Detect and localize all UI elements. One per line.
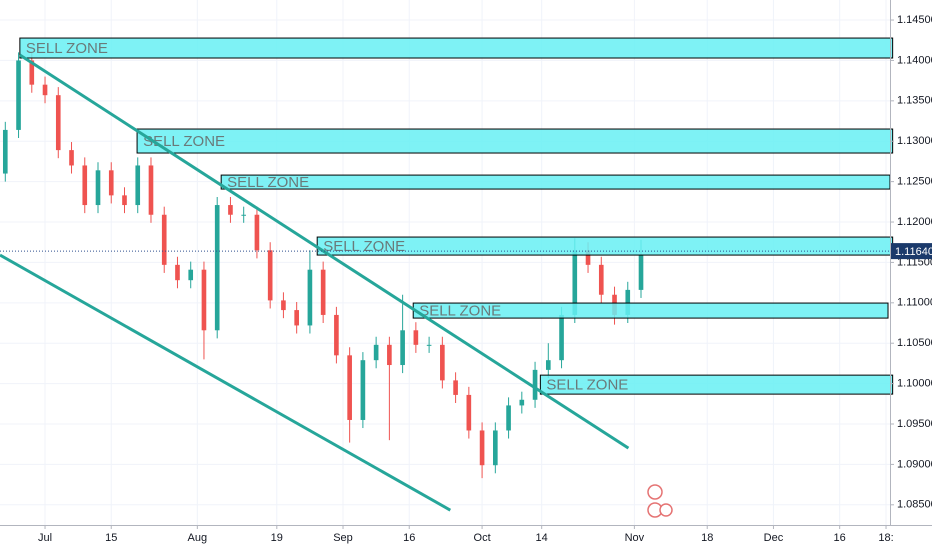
x-tick-label: Nov xyxy=(625,532,645,544)
icon xyxy=(647,484,663,500)
candle-body xyxy=(440,344,445,381)
candle-body xyxy=(413,330,419,345)
y-tick-label: 1.09000 xyxy=(897,458,932,470)
y-tick-label: 1.10500 xyxy=(897,337,932,349)
sell-zone-label: SELL ZONE xyxy=(419,303,501,320)
candle-body xyxy=(82,165,88,206)
candle-body xyxy=(228,205,233,215)
candle-body xyxy=(2,129,8,174)
sell-zone xyxy=(19,37,894,59)
candle-body xyxy=(29,60,35,85)
candle-body xyxy=(519,399,525,406)
candle-body xyxy=(559,314,564,361)
y-tick-label: 1.12500 xyxy=(897,176,932,188)
candle-body xyxy=(532,369,538,400)
sell-zone-label: SELL ZONE xyxy=(323,238,405,255)
candle-body xyxy=(506,405,511,431)
candle-body xyxy=(294,310,299,326)
x-tick-label: 15 xyxy=(105,532,117,544)
candle-body xyxy=(267,250,273,301)
candle-body xyxy=(161,214,167,265)
plot: SELL ZONE SELL ZONE SELL ZONE SELL ZONE SELL… xyxy=(0,37,894,512)
last-price-box xyxy=(891,243,932,260)
x-tick-label: Sep xyxy=(333,532,353,544)
x-tick-label: Oct xyxy=(474,532,491,544)
candle-body xyxy=(95,170,101,206)
trendline xyxy=(0,253,452,512)
y-tick-label: 1.14000 xyxy=(897,54,932,66)
last-price-label: 1.11640 xyxy=(895,246,932,258)
candle-body xyxy=(334,314,339,356)
candle-body xyxy=(585,250,591,265)
y-tick-label: 1.11000 xyxy=(897,297,932,309)
x-tick-label: 16 xyxy=(403,532,415,544)
x-tick-label: 16 xyxy=(834,532,846,544)
candle-body xyxy=(373,344,379,361)
x-tick-label: 18: xyxy=(878,532,893,544)
candle-body xyxy=(108,170,114,196)
candle-body xyxy=(320,269,326,315)
candle-body xyxy=(55,95,61,151)
candle-body xyxy=(148,165,154,215)
candle-body xyxy=(493,430,498,466)
candle-body xyxy=(387,344,392,366)
candle-body xyxy=(175,264,180,281)
candle-body xyxy=(466,394,472,431)
indicator-icons xyxy=(647,484,673,518)
candle-body xyxy=(42,84,48,96)
sell-zone-label: SELL ZONE xyxy=(546,377,628,394)
candle-body xyxy=(625,289,631,315)
sell-zone xyxy=(136,128,894,154)
x-tick-label: 18 xyxy=(701,532,713,544)
x-tick-label: 19 xyxy=(271,532,283,544)
x-tick-label: Jul xyxy=(38,532,52,544)
y-tick-label: 1.12000 xyxy=(897,216,932,228)
candle-body xyxy=(572,250,578,315)
candle-body xyxy=(479,430,485,466)
sell-zone xyxy=(220,174,891,190)
y-tick-label: 1.08500 xyxy=(897,499,932,511)
candle-body xyxy=(426,344,432,346)
candle-body xyxy=(201,269,207,331)
y-tick-label: 1.13000 xyxy=(897,135,932,147)
candle-body xyxy=(347,355,352,420)
candle-body xyxy=(122,195,127,206)
candle-body xyxy=(188,269,194,281)
candle-body xyxy=(241,214,247,216)
sell-zone-label: SELL ZONE xyxy=(143,133,225,150)
candle-body xyxy=(69,150,74,166)
candle-body xyxy=(214,205,220,331)
sell-zone-label: SELL ZONE xyxy=(26,40,108,57)
sell-zone xyxy=(539,374,894,395)
candle-body xyxy=(254,214,260,251)
candle-body xyxy=(400,330,405,366)
icon xyxy=(659,503,673,517)
candle-body xyxy=(360,360,366,420)
axes: 1.14500 1.14000 1.13500 1.13000 1.12500 1.120… xyxy=(38,14,932,544)
candle-body xyxy=(453,380,458,395)
candle-body xyxy=(598,264,604,295)
x-tick-label: 14 xyxy=(536,532,548,544)
y-tick-label: 1.11500 xyxy=(897,256,932,268)
y-tick-label: 1.09500 xyxy=(897,418,932,430)
candle-body xyxy=(281,300,286,311)
y-tick-label: 1.14500 xyxy=(897,14,932,26)
x-tick-label: Dec xyxy=(764,532,784,544)
y-tick-label: 1.10000 xyxy=(897,378,932,390)
x-tick-label: Aug xyxy=(188,532,208,544)
candle-body xyxy=(545,360,551,370)
candle-body xyxy=(16,60,21,130)
y-tick-label: 1.13500 xyxy=(897,95,932,107)
candle-body xyxy=(135,165,141,206)
candle-body xyxy=(307,269,313,326)
sell-zone-label: SELL ZONE xyxy=(227,174,309,191)
candle-body xyxy=(638,255,644,290)
